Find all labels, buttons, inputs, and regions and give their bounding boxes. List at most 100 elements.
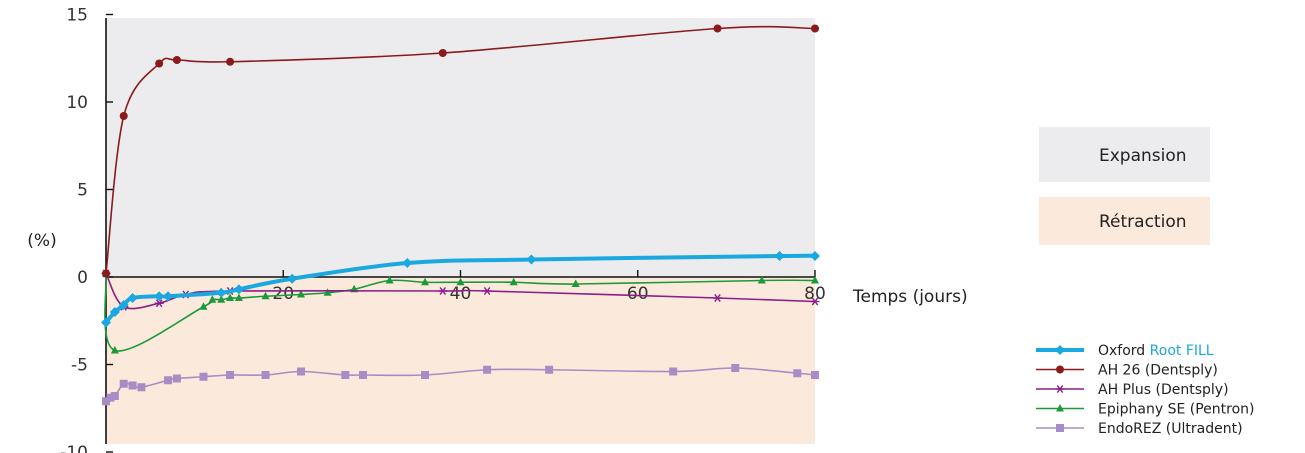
data-point: [509, 277, 518, 286]
data-point: [811, 24, 819, 33]
expansion-region: [106, 18, 815, 277]
data-point: [287, 273, 298, 284]
data-point: [261, 291, 270, 300]
x-tick-label: 80: [804, 284, 826, 304]
series-ah-26-dentsply: [102, 24, 819, 278]
expansion-legend-box: [1039, 127, 1210, 182]
data-point: [226, 293, 235, 301]
legend-label: Oxford Root FILL: [1098, 343, 1214, 359]
data-point: [137, 383, 146, 392]
data-point: [341, 371, 350, 379]
y-tick-label: -5: [71, 356, 88, 376]
data-point-stroke: [811, 297, 819, 306]
data-point: [119, 112, 128, 120]
data-point: [669, 367, 678, 376]
data-point: [233, 284, 244, 295]
legend-label-part: Root FILL: [1150, 343, 1214, 359]
data-point: [163, 291, 174, 302]
x-tick-label: 20: [272, 284, 294, 304]
data-point: [234, 293, 243, 301]
data-point: [526, 254, 537, 265]
data-point: [261, 371, 270, 379]
x-tick-label: 60: [627, 284, 649, 304]
legend-label: AH 26 (Dentsply): [1098, 363, 1218, 379]
y-axis-label: (%): [27, 231, 56, 251]
y-tick-label: 5: [77, 181, 88, 201]
data-point: [296, 290, 305, 298]
legend-marker: [1055, 384, 1065, 394]
data-point: [226, 57, 235, 66]
data-point: [731, 364, 740, 372]
series-line-ah-plus-dentsply: [105, 273, 816, 310]
y-tick-label: 0: [77, 268, 88, 288]
data-point: [199, 302, 208, 310]
data-point: [106, 393, 115, 402]
data-point: [438, 286, 448, 296]
data-point: [208, 295, 217, 303]
data-point: [456, 277, 465, 286]
data-point: [810, 297, 820, 306]
y-tick-label: 15: [66, 6, 88, 26]
legend-label: EndoREZ (Ultradent): [1098, 421, 1243, 437]
data-point: [811, 276, 819, 284]
legend-marker-stroke: [1056, 384, 1064, 394]
data-point: [421, 277, 430, 286]
legend-item-oxford-root-fill: Oxford Root FILL: [1036, 343, 1214, 359]
data-point: [119, 379, 128, 388]
data-point: [128, 381, 137, 390]
legend-marker: [1056, 424, 1064, 432]
data-point: [359, 371, 368, 379]
data-point: [774, 251, 785, 261]
data-point: [402, 258, 413, 268]
x-axis-label: Temps (jours): [852, 287, 968, 307]
legend-marker: [1055, 345, 1065, 355]
legend-item-ah-plus-dentsply: AH Plus (Dentsply): [1036, 382, 1229, 398]
data-point: [217, 295, 226, 303]
data-point: [385, 276, 394, 284]
legend-item-epiphany-se-pentron: Epiphany SE (Pentron): [1036, 402, 1254, 418]
data-point: [155, 59, 164, 68]
data-point: [118, 300, 129, 310]
data-point: [199, 372, 208, 381]
data-point: [154, 291, 165, 302]
data-point: [438, 49, 447, 57]
data-point: [571, 279, 580, 287]
data-point: [545, 365, 554, 374]
data-point: [164, 376, 173, 385]
series-epiphany-se-pentron: [102, 269, 819, 354]
legend-label-part: Oxford: [1098, 343, 1150, 359]
retraction-region: [106, 277, 815, 444]
data-point: [323, 288, 332, 296]
retraction-label: Rétraction: [1099, 212, 1187, 232]
data-point: [102, 269, 110, 278]
data-point: [421, 371, 430, 379]
data-point: [102, 397, 110, 406]
expansion-label: Expansion: [1099, 146, 1187, 166]
series-oxford-root-fill: [101, 251, 820, 328]
data-point: [757, 276, 766, 284]
data-point-stroke: [155, 299, 163, 308]
data-point: [127, 293, 138, 303]
data-point: [482, 286, 492, 296]
data-point: [110, 392, 119, 400]
data-point: [216, 287, 227, 298]
data-point: [172, 374, 181, 383]
y-tick-label: -10: [60, 443, 88, 453]
legend-marker: [1056, 365, 1064, 374]
data-point: [101, 317, 111, 328]
data-point-stroke: [439, 286, 447, 296]
x-tick-label: 40: [450, 284, 472, 304]
data-point: [811, 371, 819, 379]
data-point: [109, 307, 120, 317]
legend-label: Epiphany SE (Pentron): [1098, 402, 1254, 418]
data-point: [110, 346, 119, 354]
retraction-legend-box: [1039, 197, 1210, 245]
data-point: [154, 299, 164, 308]
data-point: [296, 367, 305, 376]
data-point-stroke: [714, 293, 721, 303]
legend-item-endorez-ultradent: EndoREZ (Ultradent): [1036, 421, 1243, 437]
y-tick-label: 10: [66, 93, 88, 113]
legend-marker: [1056, 404, 1064, 412]
legend-item-ah-26-dentsply: AH 26 (Dentsply): [1036, 363, 1218, 379]
